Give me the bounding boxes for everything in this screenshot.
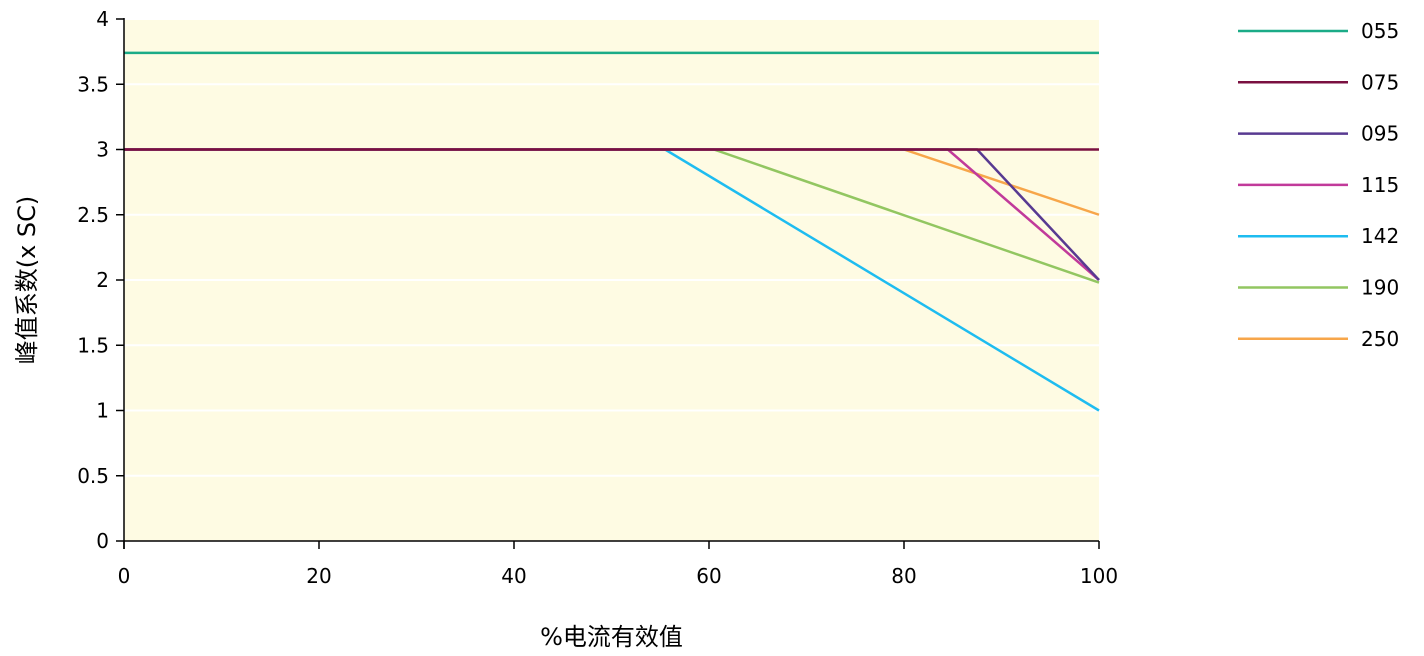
legend-label-095: 095: [1361, 122, 1399, 146]
y-tick-label: 3.5: [77, 72, 109, 96]
y-tick-label: 3: [96, 138, 109, 162]
y-tick-label: 2.5: [77, 203, 109, 227]
x-tick-label: 0: [118, 564, 131, 588]
x-tick-label: 80: [891, 564, 916, 588]
x-tick-label: 60: [696, 564, 721, 588]
legend-label-142: 142: [1361, 224, 1399, 248]
y-tick-label: 1.5: [77, 333, 109, 357]
x-tick-label: 100: [1080, 564, 1118, 588]
y-tick-label: 2: [96, 268, 109, 292]
legend: 055 075 095 115 142 190 250: [1238, 19, 1399, 351]
x-axis-title: %电流有效值: [540, 623, 683, 651]
y-tick-label: 0: [96, 529, 109, 553]
axes: [116, 18, 1100, 549]
y-tick-label: 4: [96, 7, 109, 31]
y-tick-label: 1: [96, 399, 109, 423]
legend-label-055: 055: [1361, 19, 1399, 43]
x-tick-label: 40: [501, 564, 526, 588]
y-axis-title: 峰值系数(x SC): [13, 196, 41, 365]
legend-label-115: 115: [1361, 173, 1399, 197]
series-lines: [124, 51, 1100, 412]
legend-label-250: 250: [1361, 327, 1399, 351]
tick-labels: 00.511.522.533.540 20 40 60 80 100: [77, 7, 1118, 588]
legend-label-075: 075: [1361, 70, 1399, 94]
legend-label-190: 190: [1361, 276, 1399, 300]
y-tick-label: 0.5: [77, 464, 109, 488]
x-tick-label: 20: [306, 564, 331, 588]
